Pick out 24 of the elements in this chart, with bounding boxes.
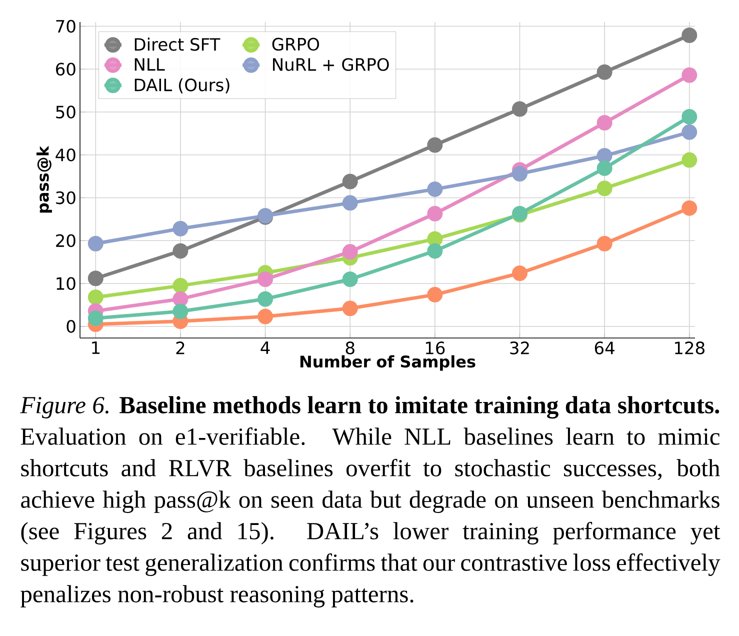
legend-label: GRPO — [272, 38, 320, 51]
x-tick-label: 16 — [426, 342, 445, 354]
y-axis-title: pass@k — [36, 146, 52, 213]
x-tick-label: 32 — [510, 342, 529, 354]
x-tick-label: 4 — [260, 342, 270, 354]
y-tick-label: 60 — [56, 62, 76, 76]
x-axis-title: Number of Samples — [300, 355, 476, 371]
y-tick-label: 70 — [56, 20, 76, 33]
y-tick-label: 40 — [56, 148, 76, 162]
x-tick-label: 8 — [346, 342, 354, 354]
x-tick-label: 1 — [92, 342, 100, 354]
x-tick-label: 64 — [594, 342, 614, 354]
y-tick-label: 30 — [56, 191, 76, 204]
text: Figure 6. Baseline methods learn to imitate training data shortcuts. Evaluation on e1-verifiable. While NLL baselines learn to mimic shortcuts and RLVR baselines overfit to stochastic successes, both achieve high pass@k on seen data but degrade on unseen benchmarks (see Figures 2 and 15). DAIL’s lower training performance yet superior test generalization confirms that our contrastive loss effectively penalizes non-robust reasoning patterns. — [20, 396, 720, 608]
x-tick-label: 2 — [176, 342, 184, 354]
legend-label: NuRL + GRPO — [273, 58, 389, 71]
y-tick-label: 50 — [56, 106, 76, 118]
y-tick-label: 10 — [56, 277, 76, 290]
x-tick-label: 128 — [675, 342, 704, 354]
y-tick-label: 0 — [66, 320, 76, 333]
legend-label: DAIL (Ours) — [134, 78, 230, 94]
y-tick-label: 20 — [56, 234, 76, 248]
legend-label: Direct SFT — [134, 38, 220, 51]
legend-label: NLL — [134, 58, 165, 71]
